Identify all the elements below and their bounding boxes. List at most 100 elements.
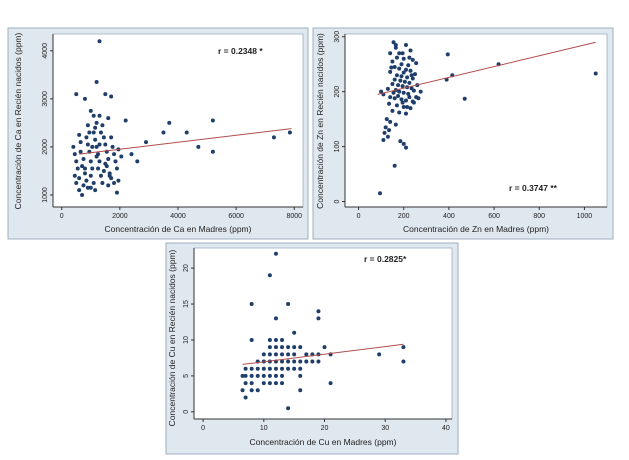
panel-ca-plotarea bbox=[52, 33, 304, 208]
data-point bbox=[393, 45, 398, 50]
data-point bbox=[400, 51, 405, 56]
data-point bbox=[410, 76, 415, 81]
data-point bbox=[267, 337, 272, 342]
data-point bbox=[445, 52, 450, 57]
data-point bbox=[255, 388, 260, 393]
data-point bbox=[271, 135, 276, 140]
data-point bbox=[398, 78, 403, 83]
data-point bbox=[286, 406, 291, 411]
data-point bbox=[403, 111, 408, 116]
data-point bbox=[403, 98, 408, 103]
data-point bbox=[240, 373, 245, 378]
data-point bbox=[72, 152, 77, 157]
data-point bbox=[298, 388, 303, 393]
data-point bbox=[94, 154, 99, 159]
data-point bbox=[129, 152, 134, 157]
data-point bbox=[393, 42, 398, 47]
data-point bbox=[93, 137, 98, 142]
panel-ca-ytick-label: 4000 bbox=[42, 43, 49, 59]
data-point bbox=[240, 388, 245, 393]
data-point bbox=[88, 159, 93, 164]
panel-cu-ytick-label: 5 bbox=[183, 374, 190, 378]
data-point bbox=[316, 359, 321, 364]
panel-ca-xticks: 0 2000 4000 6000 8000 bbox=[60, 207, 302, 220]
panel-cu: 0 10 20 30 40 0 5 10 15 20 r = 0.2825* Concentra… bbox=[165, 242, 459, 455]
data-point bbox=[390, 108, 395, 113]
panel-zn-xticks: 0 200 400 600 800 1000 bbox=[357, 207, 592, 220]
data-point bbox=[286, 359, 291, 364]
data-point bbox=[78, 140, 83, 145]
data-point bbox=[273, 366, 278, 371]
data-point bbox=[243, 366, 248, 371]
panel-ca-xtick-label: 4000 bbox=[170, 213, 186, 220]
data-point bbox=[280, 373, 285, 378]
data-point bbox=[97, 113, 102, 118]
data-point bbox=[411, 88, 416, 93]
data-point bbox=[100, 123, 105, 128]
data-point bbox=[304, 352, 309, 357]
data-point bbox=[392, 77, 397, 82]
data-point bbox=[410, 57, 415, 62]
panel-ca-xtick-label: 8000 bbox=[286, 213, 302, 220]
data-point bbox=[280, 366, 285, 371]
data-point bbox=[85, 142, 90, 147]
data-point bbox=[396, 94, 401, 99]
data-point bbox=[383, 125, 388, 130]
data-point bbox=[267, 373, 272, 378]
data-point bbox=[261, 373, 266, 378]
data-point bbox=[97, 159, 102, 164]
data-point bbox=[401, 70, 406, 75]
data-point bbox=[91, 113, 96, 118]
data-point bbox=[316, 309, 321, 314]
data-point bbox=[90, 166, 95, 171]
data-point bbox=[403, 145, 408, 150]
data-point bbox=[379, 89, 384, 94]
data-point bbox=[80, 164, 85, 169]
data-point bbox=[398, 139, 403, 144]
data-point bbox=[74, 159, 79, 164]
data-point bbox=[397, 51, 402, 56]
data-point bbox=[406, 63, 411, 68]
panel-ca-annotation: r = 0.2348 * bbox=[218, 46, 263, 56]
panel-cu-ytick-label: 15 bbox=[183, 300, 190, 308]
panel-zn-fit-line bbox=[377, 41, 596, 95]
data-point bbox=[384, 117, 389, 122]
data-point bbox=[106, 156, 111, 161]
data-point bbox=[292, 330, 297, 335]
data-point bbox=[267, 345, 272, 350]
data-point bbox=[286, 352, 291, 357]
data-point bbox=[402, 79, 407, 84]
data-point bbox=[96, 166, 101, 171]
panel-ca: 0 2000 4000 6000 8000 1000 2000 3000 4000 r = 0… bbox=[7, 27, 309, 240]
data-point bbox=[94, 144, 99, 149]
data-point bbox=[287, 130, 292, 135]
data-point bbox=[273, 345, 278, 350]
data-point bbox=[119, 154, 124, 159]
data-point bbox=[167, 120, 172, 125]
data-point bbox=[267, 352, 272, 357]
panel-zn-ylabel: Concentración de Zn en Recién nacidos (p… bbox=[315, 33, 325, 209]
data-point bbox=[280, 381, 285, 386]
data-point bbox=[280, 359, 285, 364]
panel-ca-xtick-label: 6000 bbox=[228, 213, 244, 220]
data-point bbox=[385, 86, 390, 91]
data-point bbox=[388, 69, 393, 74]
data-point bbox=[107, 171, 112, 176]
data-point bbox=[407, 95, 412, 100]
data-point bbox=[100, 180, 105, 185]
data-point bbox=[401, 56, 406, 61]
data-point bbox=[110, 144, 115, 149]
panel-zn-xtick-label: 600 bbox=[488, 213, 500, 220]
data-point bbox=[161, 130, 166, 135]
panel-cu-ytick-label: 20 bbox=[183, 264, 190, 272]
panel-zn-ytick-label: 300 bbox=[334, 31, 341, 43]
data-point bbox=[210, 149, 215, 154]
panel-cu-ylabel: Concentración de Cu en Recién nacidos (p… bbox=[167, 249, 177, 426]
panel-ca-ytick-label: 3000 bbox=[42, 91, 49, 107]
data-point bbox=[298, 359, 303, 364]
data-point bbox=[261, 352, 266, 357]
data-point bbox=[71, 144, 76, 149]
panel-zn-plotarea bbox=[344, 33, 608, 208]
data-point bbox=[280, 337, 285, 342]
data-point bbox=[286, 302, 291, 307]
